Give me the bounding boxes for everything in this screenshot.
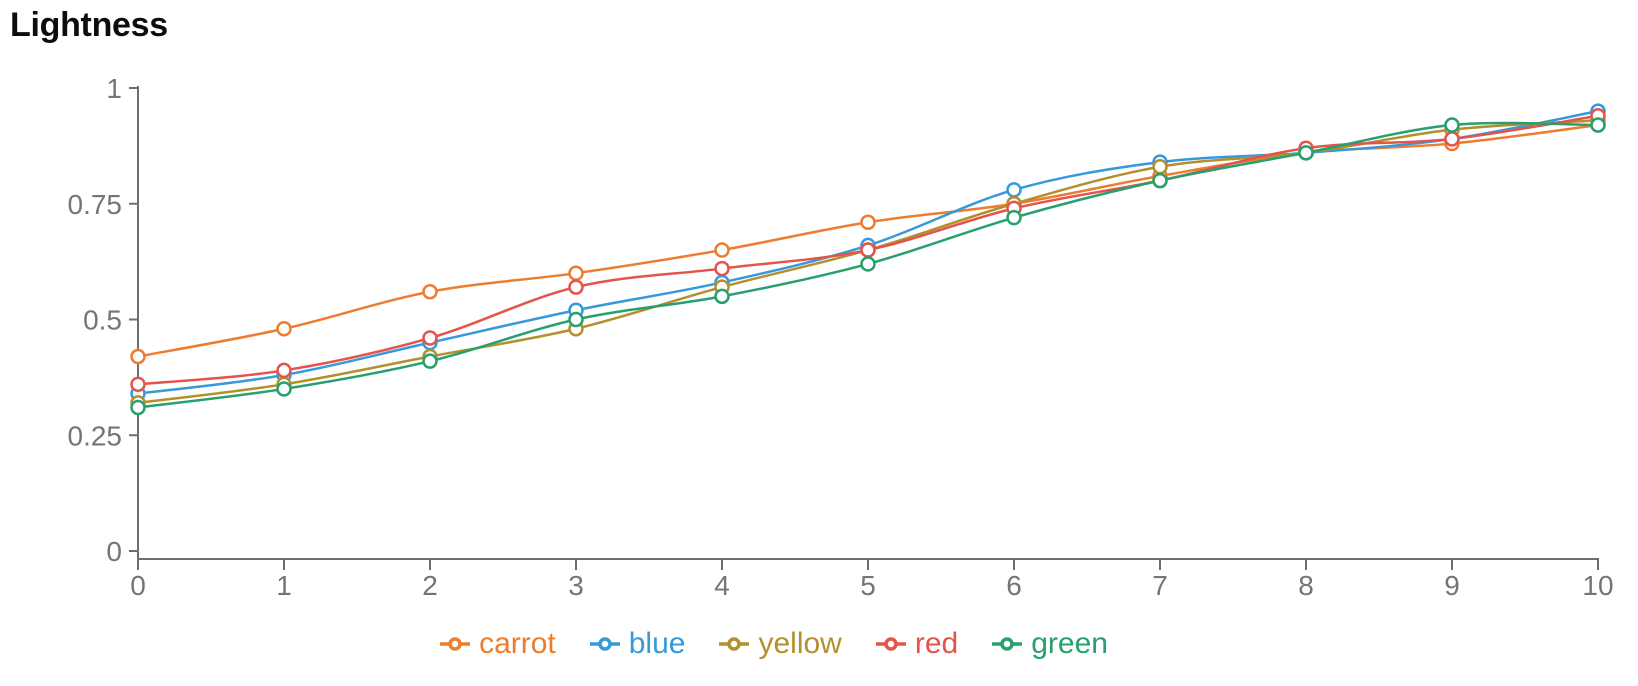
data-point-green-0 [130, 399, 146, 416]
legend-item-red[interactable]: red [875, 627, 959, 661]
x-tick-label: 4 [714, 570, 730, 601]
data-point-red-9 [1444, 131, 1460, 147]
x-tick-label: 2 [422, 570, 438, 601]
x-tick-label: 3 [568, 570, 584, 601]
data-point-red-0 [130, 376, 146, 393]
x-tick-label: 1 [276, 570, 292, 601]
legend-item-carrot[interactable]: carrot [440, 627, 556, 661]
legend-marker-yellow-icon [719, 637, 750, 651]
legend-label: carrot [479, 627, 556, 660]
legend-label: blue [628, 627, 686, 660]
data-point-green-8 [1298, 145, 1314, 161]
y-tick-label: 1 [106, 73, 122, 104]
data-point-carrot-1 [276, 321, 292, 337]
legend-marker-green-icon [992, 637, 1023, 651]
legend-marker-red-icon [875, 637, 906, 651]
data-point-green-1 [276, 381, 292, 397]
legend-marker-blue-icon [589, 637, 620, 651]
data-point-green-9 [1444, 117, 1460, 133]
y-tick-label: 0.75 [68, 189, 123, 220]
data-point-yellow-7 [1152, 158, 1168, 175]
chart-legend: carrot blue yellow red green [0, 623, 1638, 665]
data-point-red-2 [422, 330, 438, 346]
data-point-carrot-3 [568, 265, 584, 281]
data-point-green-5 [860, 256, 876, 272]
data-point-blue-6 [1006, 182, 1022, 198]
legend-label: yellow [758, 627, 842, 660]
data-point-carrot-4 [714, 242, 730, 258]
data-point-green-7 [1152, 172, 1168, 189]
data-point-green-3 [568, 311, 584, 328]
y-tick-label: 0.5 [83, 305, 122, 336]
y-tick-label: 0 [106, 536, 122, 567]
y-tick-label: 0.25 [68, 420, 123, 451]
data-point-red-5 [860, 242, 876, 258]
data-point-green-2 [422, 353, 438, 369]
x-tick-label: 8 [1298, 570, 1314, 601]
data-point-red-3 [568, 279, 584, 295]
data-point-red-1 [276, 362, 292, 379]
x-tick-label: 5 [860, 570, 876, 601]
legend-label: red [914, 627, 959, 660]
x-tick-label: 6 [1006, 570, 1022, 601]
legend-marker-carrot-icon [440, 637, 471, 651]
x-tick-label: 7 [1152, 570, 1168, 601]
data-point-green-4 [714, 288, 730, 305]
series-green [130, 117, 1606, 416]
x-tick-label: 0 [130, 570, 146, 601]
x-tick-label: 10 [1582, 570, 1613, 601]
data-point-red-4 [714, 260, 730, 277]
legend-item-yellow[interactable]: yellow [719, 627, 842, 661]
legend-label: green [1031, 627, 1108, 660]
chart-title: Lightness [10, 6, 168, 44]
data-point-green-10 [1590, 117, 1606, 133]
series-red [130, 108, 1606, 393]
data-point-carrot-5 [860, 214, 876, 231]
legend-item-blue[interactable]: blue [589, 627, 686, 661]
data-point-carrot-2 [422, 283, 438, 300]
data-point-carrot-0 [130, 348, 146, 365]
x-tick-label: 9 [1444, 570, 1460, 601]
data-point-green-6 [1006, 209, 1022, 226]
legend-item-green[interactable]: green [992, 627, 1108, 661]
